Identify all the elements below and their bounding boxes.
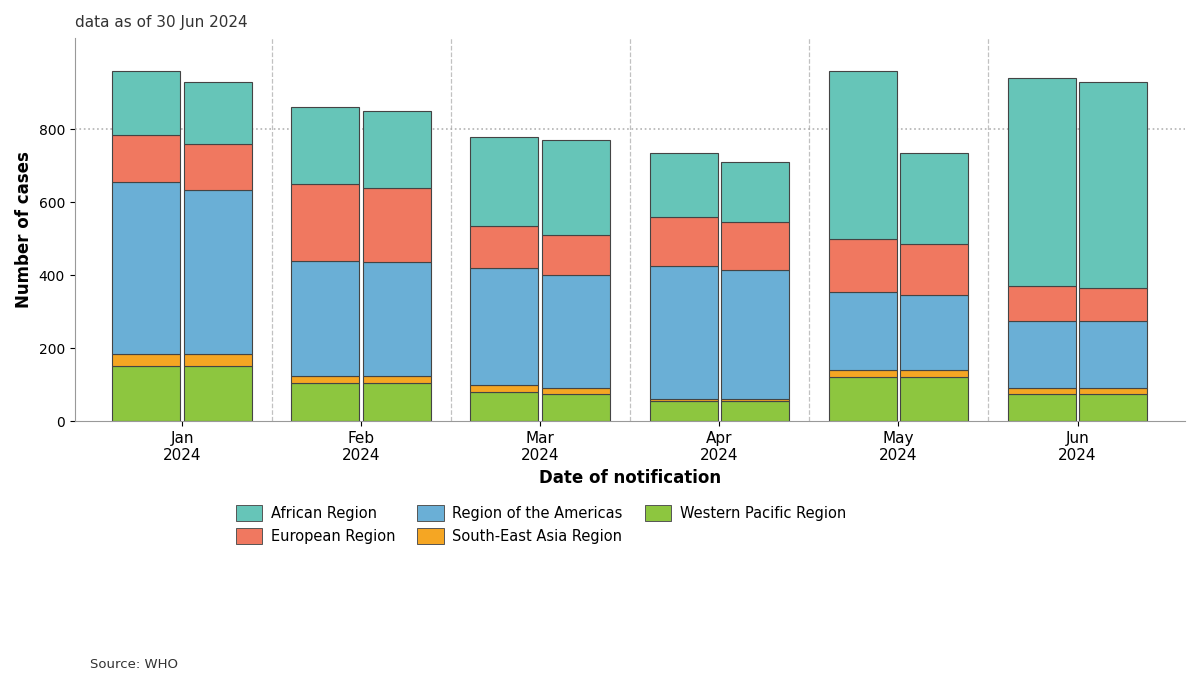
Bar [1079, 388, 1147, 394]
Bar [900, 244, 968, 295]
Bar [113, 135, 180, 182]
Bar [292, 184, 360, 261]
Bar [649, 401, 718, 421]
Bar [292, 107, 360, 184]
Bar [1079, 82, 1147, 288]
Bar [292, 261, 360, 375]
Text: Source: WHO: Source: WHO [90, 658, 178, 671]
Bar [1079, 394, 1147, 421]
Bar [470, 268, 539, 385]
Bar [900, 370, 968, 377]
Bar [470, 137, 539, 226]
Bar [721, 270, 790, 399]
Bar [362, 262, 431, 375]
Y-axis label: Number of cases: Number of cases [16, 151, 34, 308]
Bar [113, 354, 180, 367]
Bar [829, 71, 896, 239]
Bar [1008, 388, 1075, 394]
Bar [1079, 288, 1147, 321]
Bar [362, 383, 431, 421]
Bar [470, 392, 539, 421]
Bar [721, 399, 790, 401]
Bar [649, 266, 718, 399]
Bar [829, 292, 896, 370]
Bar [362, 187, 431, 262]
Bar [721, 401, 790, 421]
Bar [829, 370, 896, 377]
Bar [362, 111, 431, 187]
Bar [184, 367, 252, 421]
Bar [721, 222, 790, 270]
Bar [1008, 394, 1075, 421]
Bar [900, 295, 968, 370]
Bar [362, 375, 431, 383]
Bar [542, 275, 610, 388]
Bar [292, 375, 360, 383]
Legend: African Region, European Region, Region of the Americas, South-East Asia Region,: African Region, European Region, Region … [236, 505, 846, 544]
Bar [1008, 78, 1075, 286]
Bar [113, 71, 180, 135]
X-axis label: Date of notification: Date of notification [539, 469, 721, 487]
Bar [292, 383, 360, 421]
Bar [900, 377, 968, 421]
Text: data as of 30 Jun 2024: data as of 30 Jun 2024 [74, 15, 247, 30]
Bar [542, 394, 610, 421]
Bar [542, 140, 610, 235]
Bar [184, 144, 252, 189]
Bar [721, 162, 790, 222]
Bar [829, 377, 896, 421]
Bar [649, 153, 718, 217]
Bar [829, 239, 896, 292]
Bar [184, 354, 252, 367]
Bar [470, 385, 539, 392]
Bar [113, 182, 180, 354]
Bar [184, 189, 252, 354]
Bar [900, 153, 968, 244]
Bar [542, 235, 610, 275]
Bar [1079, 321, 1147, 388]
Bar [1008, 321, 1075, 388]
Bar [1008, 286, 1075, 321]
Bar [649, 399, 718, 401]
Bar [542, 388, 610, 394]
Bar [649, 217, 718, 266]
Bar [184, 82, 252, 144]
Bar [470, 226, 539, 268]
Bar [113, 367, 180, 421]
